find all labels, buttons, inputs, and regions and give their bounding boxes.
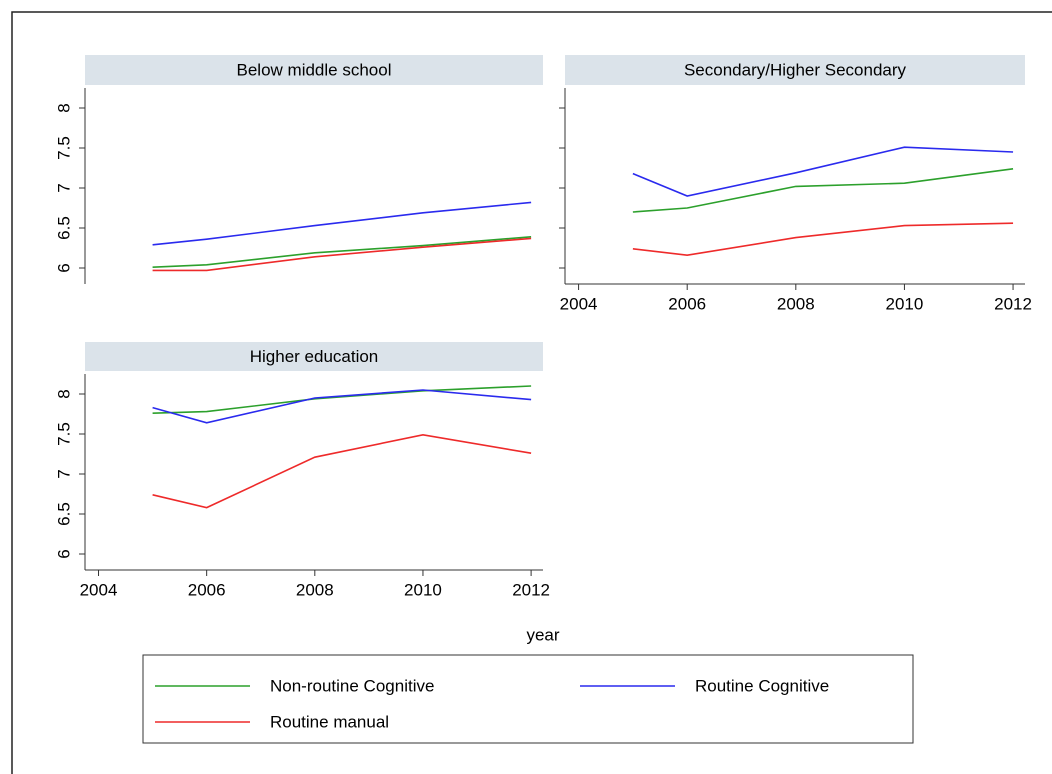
y-tick-label: 6 <box>54 263 73 272</box>
x-axis-label: year <box>526 625 559 644</box>
series-line <box>632 222 1014 257</box>
panel-header <box>565 55 1025 85</box>
x-tick-label: 2010 <box>404 580 442 599</box>
legend-label: Routine manual <box>270 712 389 731</box>
legend-label: Routine Cognitive <box>695 676 829 695</box>
series-line <box>152 201 532 246</box>
y-tick-label: 8 <box>54 389 73 398</box>
series-line <box>632 168 1014 213</box>
legend-label: Non-routine Cognitive <box>270 676 434 695</box>
series-line <box>152 433 532 509</box>
x-tick-label: 2008 <box>777 294 815 313</box>
legend <box>142 654 914 744</box>
series-line <box>152 236 532 268</box>
panel-header <box>85 342 543 371</box>
series-line <box>152 237 532 272</box>
y-tick-label: 7 <box>54 183 73 192</box>
y-tick-label: 6.5 <box>54 216 73 240</box>
x-tick-label: 2006 <box>188 580 226 599</box>
frame <box>11 11 1052 774</box>
x-tick-label: 2004 <box>80 580 118 599</box>
panel-title: Secondary/Higher Secondary <box>684 60 907 79</box>
x-tick-label: 2012 <box>994 294 1032 313</box>
y-tick-label: 7.5 <box>54 422 73 446</box>
panel-header <box>85 55 543 85</box>
panel-title: Below middle school <box>237 60 392 79</box>
x-tick-label: 2006 <box>668 294 706 313</box>
x-tick-label: 2004 <box>560 294 598 313</box>
x-tick-label: 2012 <box>512 580 550 599</box>
y-tick-label: 6 <box>54 549 73 558</box>
x-tick-label: 2008 <box>296 580 334 599</box>
series-line <box>632 146 1014 197</box>
y-tick-label: 7 <box>54 469 73 478</box>
y-tick-label: 7.5 <box>54 136 73 160</box>
panel-title: Higher education <box>250 347 379 366</box>
x-tick-label: 2010 <box>886 294 924 313</box>
y-tick-label: 6.5 <box>54 502 73 526</box>
y-tick-label: 8 <box>54 103 73 112</box>
series-line <box>152 389 532 424</box>
